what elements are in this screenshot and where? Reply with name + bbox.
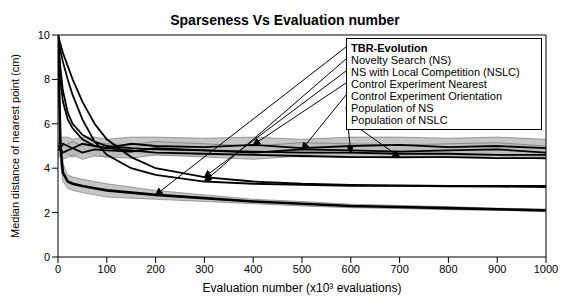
svg-text:800: 800 bbox=[439, 263, 457, 275]
html-text:Control Experiment Orientation: Control Experiment Orientation bbox=[351, 90, 502, 102]
svg-text:10: 10 bbox=[38, 29, 50, 41]
html-text:Sparseness Vs Evaluation numbe: Sparseness Vs Evaluation number bbox=[170, 12, 400, 28]
svg-text:1000: 1000 bbox=[534, 263, 558, 275]
html-text:Population of NSLC: Population of NSLC bbox=[351, 114, 448, 126]
html-text:Novelty Search (NS): Novelty Search (NS) bbox=[351, 54, 452, 66]
svg-text:4: 4 bbox=[44, 162, 50, 174]
svg-text:2: 2 bbox=[44, 207, 50, 219]
svg-text:200: 200 bbox=[146, 263, 164, 275]
svg-text:0: 0 bbox=[55, 263, 61, 275]
svg-text:Evaluation number (x10³ evalua: Evaluation number (x10³ evaluations) bbox=[203, 281, 402, 295]
svg-text:600: 600 bbox=[342, 263, 360, 275]
svg-text:8: 8 bbox=[44, 73, 50, 85]
svg-text:6: 6 bbox=[44, 118, 50, 130]
svg-text:300: 300 bbox=[195, 263, 213, 275]
svg-text:100: 100 bbox=[98, 263, 116, 275]
svg-text:500: 500 bbox=[293, 263, 311, 275]
html-text:TBR-Evolution: TBR-Evolution bbox=[351, 42, 428, 54]
html-text:Control Experiment Nearest: Control Experiment Nearest bbox=[351, 78, 487, 90]
html-text:Population of NS: Population of NS bbox=[351, 102, 434, 114]
svg-text:0: 0 bbox=[44, 251, 50, 263]
svg-text:700: 700 bbox=[390, 263, 408, 275]
svg-text:900: 900 bbox=[488, 263, 506, 275]
html-text:NS with Local Competition (NSL: NS with Local Competition (NSLC) bbox=[351, 66, 520, 78]
svg-text:Median distance of nearest poi: Median distance of nearest point (cm) bbox=[9, 54, 21, 238]
svg-text:400: 400 bbox=[244, 263, 262, 275]
